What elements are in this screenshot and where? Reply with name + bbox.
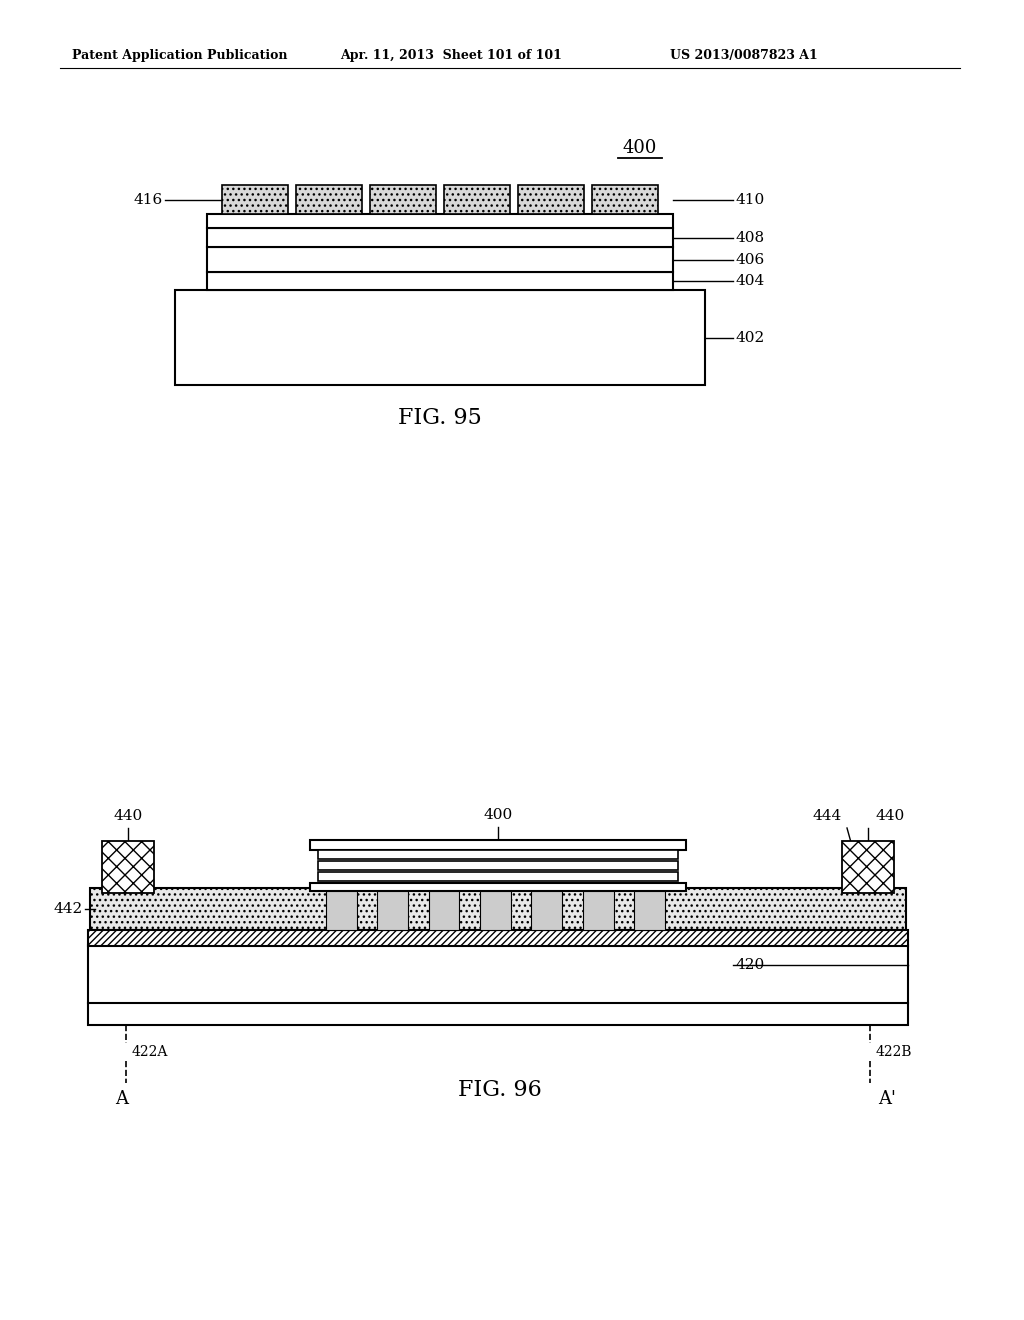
Bar <box>842 841 894 894</box>
Bar <box>377 891 408 931</box>
Bar <box>429 891 460 931</box>
Text: US 2013/0087823 A1: US 2013/0087823 A1 <box>670 49 818 62</box>
Text: Apr. 11, 2013  Sheet 101 of 101: Apr. 11, 2013 Sheet 101 of 101 <box>340 49 562 62</box>
Text: 402: 402 <box>735 330 764 345</box>
Text: 406: 406 <box>735 252 764 267</box>
Bar <box>222 185 288 214</box>
Text: 416: 416 <box>134 193 163 206</box>
Bar <box>207 228 673 247</box>
Text: FIG. 95: FIG. 95 <box>398 407 482 429</box>
Bar <box>207 272 673 290</box>
Bar <box>88 931 908 946</box>
Bar <box>310 883 686 891</box>
Text: 440: 440 <box>876 809 904 822</box>
Text: 404: 404 <box>735 275 764 288</box>
Bar <box>480 891 511 931</box>
Bar <box>102 841 154 894</box>
Bar <box>583 891 613 931</box>
Bar <box>310 840 686 850</box>
Bar <box>296 185 362 214</box>
Bar <box>531 891 562 931</box>
Text: 400: 400 <box>623 139 657 157</box>
Bar <box>326 891 356 931</box>
Text: 400: 400 <box>483 808 513 822</box>
Bar <box>90 888 906 931</box>
Text: 440: 440 <box>114 809 142 822</box>
Bar <box>318 850 678 859</box>
Text: 408: 408 <box>735 231 764 244</box>
Bar <box>207 247 673 272</box>
Text: 410: 410 <box>735 193 764 206</box>
Text: A': A' <box>878 1090 896 1107</box>
Bar <box>88 945 908 1026</box>
Text: 420: 420 <box>735 958 764 972</box>
Text: 442: 442 <box>53 902 83 916</box>
Bar <box>592 185 658 214</box>
Bar <box>370 185 436 214</box>
Bar <box>444 185 510 214</box>
Text: Patent Application Publication: Patent Application Publication <box>72 49 288 62</box>
Bar <box>207 214 673 228</box>
Bar <box>318 873 678 880</box>
Bar <box>634 891 666 931</box>
Text: FIG. 96: FIG. 96 <box>458 1078 542 1101</box>
Bar <box>318 861 678 870</box>
Text: 422B: 422B <box>876 1045 912 1059</box>
Text: 444: 444 <box>812 809 842 822</box>
Text: A: A <box>116 1090 128 1107</box>
Bar <box>518 185 584 214</box>
Bar <box>175 290 705 385</box>
Text: 422A: 422A <box>132 1045 168 1059</box>
